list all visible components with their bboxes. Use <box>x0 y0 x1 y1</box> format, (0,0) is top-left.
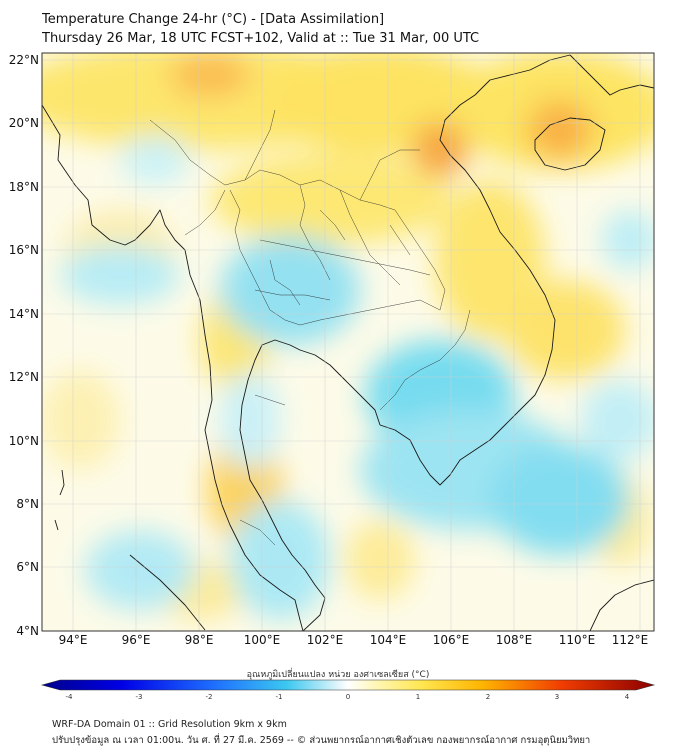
temperature-change-map: 22°N 20°N 18°N 16°N 14°N 12°N 10°N 8°N 6… <box>9 52 656 700</box>
lat-label: 18°N <box>9 180 39 194</box>
colorbar-tick: 4 <box>625 693 630 700</box>
map-title: Temperature Change 24-hr (°C) - [Data As… <box>42 12 385 27</box>
colorbar-tick: -3 <box>136 693 143 700</box>
colorbar: -4 -3 -2 -1 0 1 2 3 4 <box>40 679 656 700</box>
gridlines <box>42 53 654 631</box>
colorbar-tick: -2 <box>206 693 213 700</box>
lon-label: 110°E <box>559 633 596 647</box>
colorbar-tick: -4 <box>66 693 74 700</box>
lon-label: 108°E <box>496 633 533 647</box>
colorbar-tick: -1 <box>276 693 283 700</box>
lat-label: 8°N <box>16 497 39 511</box>
colorbar-tick: 0 <box>346 693 350 700</box>
lat-label: 12°N <box>9 370 39 384</box>
lat-label: 4°N <box>16 624 39 638</box>
lon-label: 100°E <box>244 633 281 647</box>
temperature-field <box>42 53 654 631</box>
footer-update-info: ปรับปรุงข้อมูล ณ เวลา 01:00น. วัน ศ. ที่… <box>52 735 591 746</box>
colorbar-tick: 3 <box>555 693 559 700</box>
lat-label: 20°N <box>9 116 39 130</box>
colorbar-tick: 1 <box>416 693 420 700</box>
lon-label: 96°E <box>122 633 151 647</box>
lon-label: 106°E <box>433 633 470 647</box>
colorbar-label: อุณหภูมิเปลี่ยนแปลง หน่วย องศาเซลเซียส (… <box>246 670 430 680</box>
footer-model-info: WRF-DA Domain 01 :: Grid Resolution 9km … <box>52 719 287 730</box>
lat-label: 6°N <box>16 560 39 574</box>
lon-label: 104°E <box>370 633 407 647</box>
lon-label: 112°E <box>612 633 649 647</box>
lon-label: 98°E <box>185 633 214 647</box>
lat-label: 22°N <box>9 53 39 67</box>
lat-label: 16°N <box>9 243 39 257</box>
colorbar-tick: 2 <box>486 693 490 700</box>
coastlines <box>42 54 654 631</box>
map-subtitle: Thursday 26 Mar, 18 UTC FCST+102, Valid … <box>42 31 480 46</box>
lat-label: 14°N <box>9 307 39 321</box>
lat-label: 10°N <box>9 434 39 448</box>
borders <box>149 109 471 546</box>
lon-label: 102°E <box>307 633 344 647</box>
lon-label: 94°E <box>59 633 88 647</box>
map-frame <box>41 52 655 632</box>
